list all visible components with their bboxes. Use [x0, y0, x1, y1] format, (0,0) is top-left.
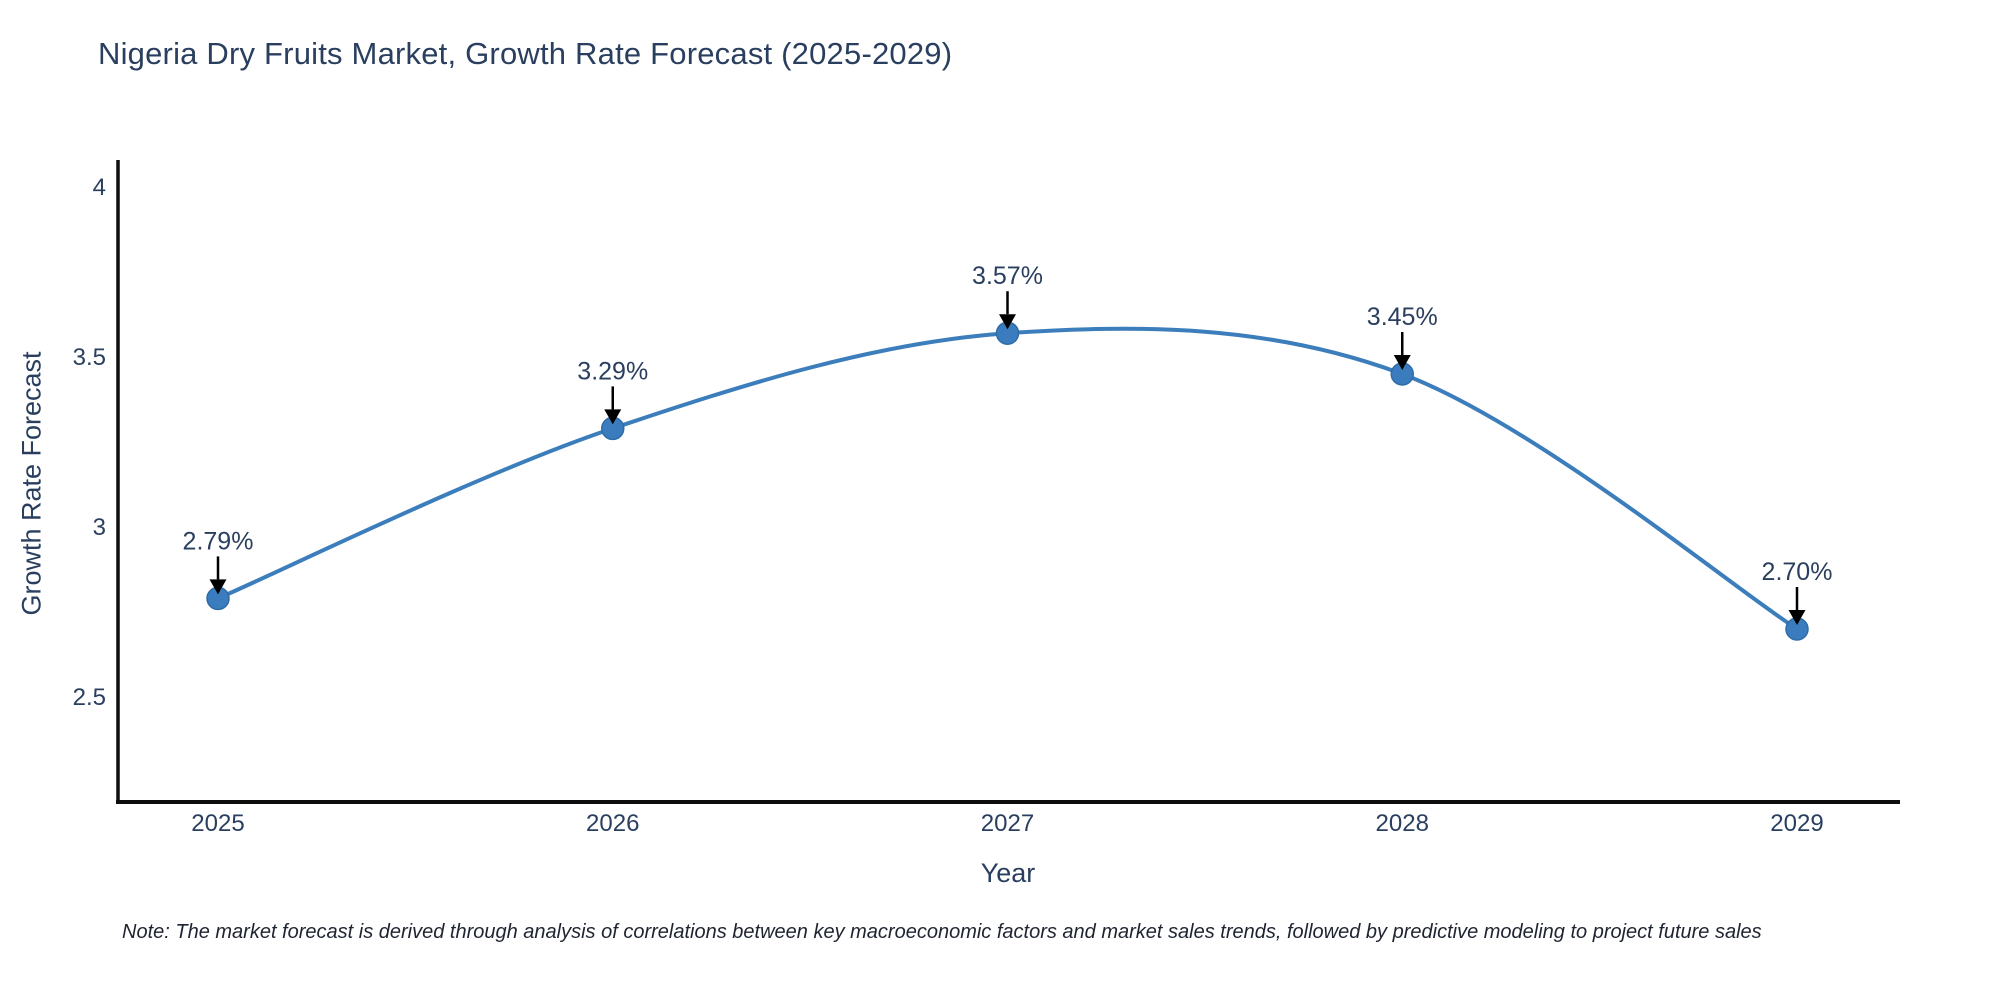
line-series — [206, 321, 1809, 641]
annotation-arrowhead-icon — [999, 314, 1016, 330]
x-tick-label: 2025 — [191, 810, 244, 837]
footnote: Note: The market forecast is derived thr… — [122, 921, 1762, 943]
data-point-label: 2.79% — [183, 527, 254, 555]
chart-title: Nigeria Dry Fruits Market, Growth Rate F… — [98, 36, 953, 71]
y-tick-labels: 2.5 3 3.5 4 — [73, 174, 106, 711]
y-tick-label: 4 — [93, 174, 106, 201]
annotation-arrowhead-icon — [1393, 355, 1411, 370]
annotation-arrowhead-icon — [604, 409, 622, 425]
data-point-label: 3.29% — [577, 357, 648, 385]
data-point-label: 3.45% — [1367, 303, 1438, 331]
y-tick-label: 3 — [93, 514, 106, 541]
x-tick-label: 2028 — [1376, 810, 1429, 837]
x-tick-label: 2026 — [586, 810, 639, 837]
y-tick-label: 2.5 — [73, 684, 106, 711]
data-point-label: 2.70% — [1762, 558, 1833, 586]
data-point-label: 3.57% — [972, 262, 1043, 290]
x-tick-labels: 2025 2026 2027 2028 2029 — [191, 810, 1823, 837]
annotation-arrowhead-icon — [209, 579, 227, 595]
annotation-arrowhead-icon — [1788, 610, 1806, 625]
x-axis-title: Year — [980, 858, 1036, 888]
point-annotations: 2.79% 3.29% 3.57% 3.45% 2.70% — [183, 262, 1833, 625]
trend-line — [216, 326, 1799, 631]
y-tick-label: 3.5 — [73, 344, 106, 371]
x-tick-label: 2029 — [1770, 810, 1823, 837]
x-tick-label: 2027 — [981, 810, 1034, 837]
